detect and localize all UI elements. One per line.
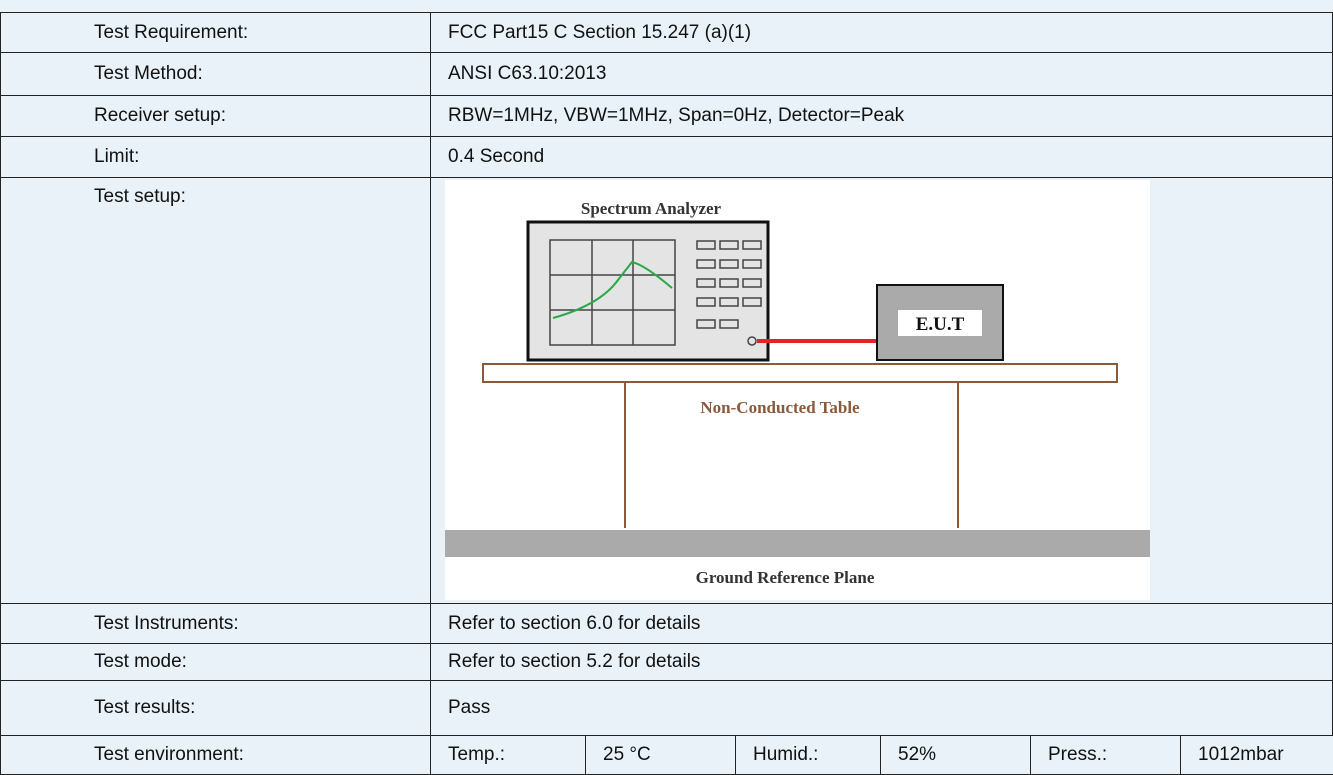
row-label-text: Test mode: (94, 651, 187, 673)
row-label: Test Instruments: (0, 603, 431, 644)
row-label-text: Test Requirement: (94, 22, 248, 44)
env-cell: Humid.: (735, 735, 881, 775)
env-cell: 52% (880, 735, 1031, 775)
row-value: FCC Part15 C Section 15.247 (a)(1) (430, 12, 1333, 53)
row-label-text: Test Instruments: (94, 613, 239, 635)
row-value: Refer to section 6.0 for details (430, 603, 1333, 644)
row-label: Limit: (0, 136, 431, 178)
row-label-text: Test setup: (94, 186, 186, 208)
row-value: Pass (430, 680, 1333, 736)
env-cell-text: 1012mbar (1198, 744, 1284, 766)
row-label: Test Requirement: (0, 12, 431, 53)
env-cell: Press.: (1030, 735, 1181, 775)
row-value: Refer to section 5.2 for details (430, 643, 1333, 681)
row-label: Test Method: (0, 52, 431, 96)
row-value-text: Refer to section 6.0 for details (448, 613, 700, 635)
env-cell-text: Press.: (1048, 744, 1107, 766)
row-label-text: Test results: (94, 697, 195, 719)
page: Test Requirement: FCC Part15 C Section 15… (0, 0, 1333, 775)
row-value: RBW=1MHz, VBW=1MHz, Span=0Hz, Detector=P… (430, 95, 1333, 137)
env-cell: 1012mbar (1180, 735, 1333, 775)
row-label-text: Test environment: (94, 744, 244, 766)
row-value-text: RBW=1MHz, VBW=1MHz, Span=0Hz, Detector=P… (448, 105, 904, 127)
row-label-text: Limit: (94, 146, 139, 168)
row-value-text: 0.4 Second (448, 146, 544, 168)
row-value: ANSI C63.10:2013 (430, 52, 1333, 96)
env-cell-text: 25 °C (603, 744, 651, 766)
env-cell-text: Temp.: (448, 744, 505, 766)
row-value-text: Refer to section 5.2 for details (448, 651, 700, 673)
row-label: Receiver setup: (0, 95, 431, 137)
row-label: Test setup: (0, 177, 431, 604)
row-label-text: Receiver setup: (94, 105, 226, 127)
row-label: Test environment: (0, 735, 431, 775)
row-label: Test mode: (0, 643, 431, 681)
setup-cell (430, 177, 1333, 604)
row-value-text: Pass (448, 697, 490, 719)
env-cell-text: Humid.: (753, 744, 818, 766)
env-cell-text: 52% (898, 744, 936, 766)
env-cell: 25 °C (585, 735, 736, 775)
row-value-text: FCC Part15 C Section 15.247 (a)(1) (448, 22, 751, 44)
row-value-text: ANSI C63.10:2013 (448, 63, 606, 85)
row-label-text: Test Method: (94, 63, 203, 85)
row-value: 0.4 Second (430, 136, 1333, 178)
env-cell: Temp.: (430, 735, 586, 775)
row-label: Test results: (0, 680, 431, 736)
